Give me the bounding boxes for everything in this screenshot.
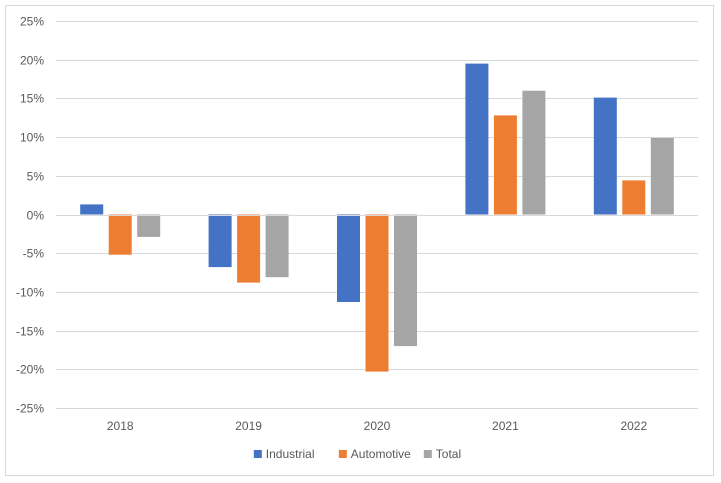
bar-industrial-2022	[593, 97, 617, 215]
legend-swatch-industrial	[253, 450, 262, 458]
bar-total-2021	[522, 90, 546, 215]
y-tick-label: -5%	[23, 247, 45, 261]
x-tick-label: 2019	[235, 419, 262, 433]
y-axis-ticks: 25% 20% 15% 10% 5% 0% -5% -10% -15% -20% -25%	[16, 15, 44, 416]
legend-swatch-automotive	[338, 450, 347, 458]
bar-industrial-2020	[337, 214, 360, 302]
bar-automotive-2018	[108, 214, 132, 255]
y-tick-label: -10%	[16, 286, 44, 300]
legend: Industrial Automotive Total	[253, 447, 461, 461]
bar-total-2020	[394, 214, 417, 347]
bar-industrial-2021	[465, 63, 489, 215]
y-tick-label: 25%	[20, 15, 44, 29]
y-tick-label: -20%	[16, 363, 44, 377]
y-tick-label: -15%	[16, 325, 44, 339]
legend-item-industrial: Industrial	[253, 447, 315, 461]
y-tick-label: 15%	[20, 92, 44, 106]
bar-automotive-2021	[493, 115, 517, 215]
legend-item-automotive: Automotive	[338, 447, 411, 461]
x-tick-label: 2020	[364, 419, 391, 433]
x-tick-label: 2018	[107, 419, 134, 433]
legend-item-total: Total	[423, 447, 461, 461]
bar-total-2018	[137, 214, 161, 237]
y-tick-label: 20%	[20, 54, 44, 68]
bar-total-2022	[650, 137, 674, 215]
bar-automotive-2022	[622, 180, 646, 215]
bar-automotive-2019	[237, 214, 261, 283]
y-tick-label: -25%	[16, 402, 44, 416]
y-tick-label: 0%	[27, 209, 45, 223]
legend-label: Industrial	[266, 447, 315, 461]
bar-industrial-2019	[208, 214, 232, 268]
bar-industrial-2018	[80, 204, 104, 215]
legend-label: Total	[436, 447, 461, 461]
y-tick-label: 10%	[20, 131, 44, 145]
bar-total-2019	[265, 214, 289, 278]
legend-label: Automotive	[351, 447, 411, 461]
x-tick-label: 2022	[620, 419, 647, 433]
x-axis-ticks: 2018 2019 2020 2021 2022	[107, 419, 648, 433]
y-tick-label: 5%	[27, 170, 45, 184]
x-tick-label: 2021	[492, 419, 519, 433]
bar-automotive-2020	[365, 214, 389, 372]
legend-swatch-total	[423, 450, 432, 458]
bars	[80, 63, 674, 372]
